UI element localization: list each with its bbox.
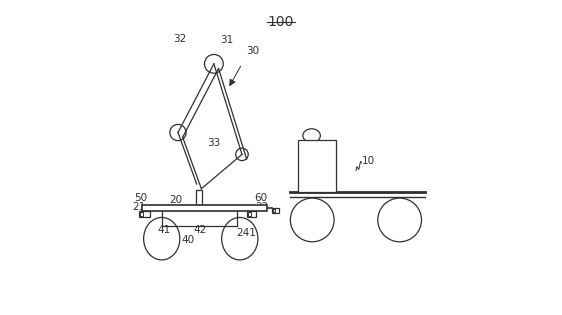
Text: 10: 10 — [362, 156, 375, 166]
Text: 21: 21 — [132, 202, 145, 212]
Text: 241: 241 — [237, 228, 256, 238]
Bar — [196, 190, 202, 205]
Text: 60: 60 — [255, 193, 268, 203]
Bar — [271, 208, 279, 213]
Bar — [298, 140, 336, 192]
Text: 40: 40 — [182, 235, 195, 245]
Text: 31: 31 — [220, 35, 233, 45]
Text: 20: 20 — [169, 195, 182, 205]
Text: 50: 50 — [134, 193, 147, 203]
Text: 41: 41 — [158, 225, 171, 235]
Text: 32: 32 — [173, 34, 187, 44]
Bar — [273, 209, 275, 212]
Bar — [140, 212, 143, 215]
Bar — [247, 211, 256, 217]
Text: 33: 33 — [207, 139, 221, 148]
Bar — [248, 212, 251, 215]
Text: 22: 22 — [255, 202, 269, 212]
Text: 100: 100 — [268, 15, 294, 29]
Text: 42: 42 — [193, 225, 206, 235]
Text: 30: 30 — [247, 46, 260, 56]
Bar — [142, 205, 267, 211]
Bar — [139, 211, 149, 217]
